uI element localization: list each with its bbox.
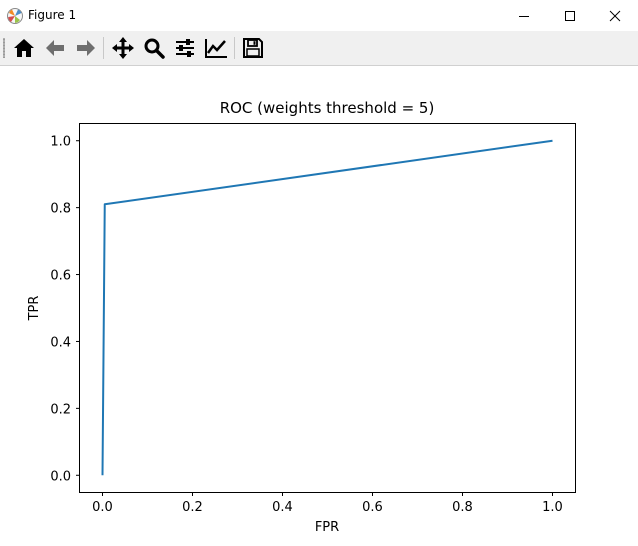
x-tick-label: 1.0 (542, 500, 563, 515)
sliders-icon (176, 39, 194, 57)
arrow-left-icon (46, 40, 64, 56)
forward-button[interactable] (73, 35, 99, 61)
y-tick-label: 0.0 (50, 469, 71, 484)
move-icon (112, 37, 134, 59)
minimize-button[interactable] (501, 0, 547, 31)
maximize-icon (565, 10, 575, 21)
close-icon (609, 10, 621, 21)
home-button[interactable] (11, 35, 37, 61)
back-button[interactable] (42, 35, 68, 61)
home-icon (14, 39, 34, 57)
pan-button[interactable] (110, 35, 136, 61)
window-title: Figure 1 (28, 8, 77, 22)
x-tick-label: 0.6 (362, 500, 383, 515)
x-ticks: 0.0 0.2 0.4 0.6 0.8 1.0 (92, 492, 563, 515)
series-layer (101, 139, 553, 476)
toolbar-separator (234, 37, 235, 59)
y-tick-label: 0.6 (50, 269, 71, 284)
plot-area-frame (79, 123, 576, 493)
x-axis-label: FPR (315, 520, 339, 535)
y-tick-label: 0.4 (50, 335, 71, 350)
y-axis-label: TPR (27, 296, 42, 322)
zoom-button[interactable] (141, 35, 167, 61)
line-chart-icon (205, 39, 227, 58)
floppy-disk-icon (243, 38, 263, 58)
window-titlebar: Figure 1 (0, 0, 638, 31)
save-button[interactable] (240, 35, 266, 61)
magnifier-icon (144, 38, 165, 59)
toolbar-separator (103, 37, 104, 59)
figure-canvas[interactable]: ROC (weights threshold = 5) 0.0 0.2 0.4 0.6… (0, 66, 638, 542)
roc-curve-line (101, 139, 553, 476)
chart-title: ROC (weights threshold = 5) (220, 99, 435, 117)
matplotlib-app-icon (7, 8, 23, 24)
configure-subplots-button[interactable] (172, 35, 198, 61)
x-tick-label: 0.0 (92, 500, 113, 515)
navigation-toolbar (0, 31, 638, 66)
x-tick-label: 0.2 (182, 500, 203, 515)
edit-axes-button[interactable] (203, 35, 229, 61)
close-button[interactable] (592, 0, 638, 31)
y-tick-label: 0.8 (50, 202, 71, 217)
arrow-right-icon (77, 40, 95, 56)
x-tick-label: 0.4 (272, 500, 293, 515)
minimize-icon (519, 15, 529, 17)
x-tick-label: 0.8 (452, 500, 473, 515)
maximize-button[interactable] (547, 0, 593, 31)
y-tick-label: 0.2 (50, 402, 71, 417)
roc-chart: ROC (weights threshold = 5) 0.0 0.2 0.4 0.6… (27, 99, 576, 535)
toolbar-grip (3, 38, 5, 58)
y-tick-label: 1.0 (50, 135, 71, 150)
y-ticks: 0.0 0.2 0.4 0.6 0.8 1.0 (50, 135, 80, 484)
